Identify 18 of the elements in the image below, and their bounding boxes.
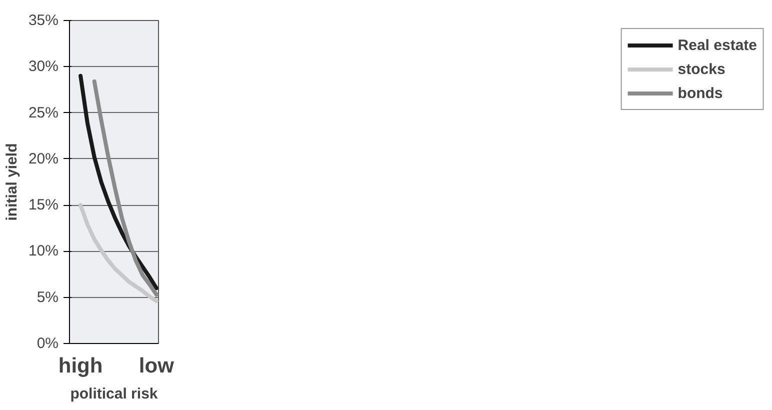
y-tick-label: 15% <box>28 196 59 214</box>
y-tick-label: 25% <box>28 104 59 122</box>
y-tick-label: 35% <box>28 12 59 29</box>
y-tick-label: 30% <box>28 58 59 76</box>
line-series <box>78 74 158 290</box>
y-axis-title: initial yield <box>3 143 20 221</box>
y-tick-label: 10% <box>28 242 59 260</box>
x-tick-label: high <box>58 354 103 378</box>
y-tick-label: 20% <box>28 150 59 168</box>
line-series <box>92 79 158 297</box>
y-tick-label: 5% <box>36 288 59 306</box>
y-tick-label: 0% <box>36 335 59 352</box>
line-series <box>78 203 158 304</box>
legend-label: bonds <box>678 84 723 102</box>
x-tick-label: low <box>138 354 175 378</box>
legend-label: Real estate <box>678 36 757 54</box>
x-axis-title: political risk <box>70 386 158 402</box>
legend-label: stocks <box>678 60 726 78</box>
